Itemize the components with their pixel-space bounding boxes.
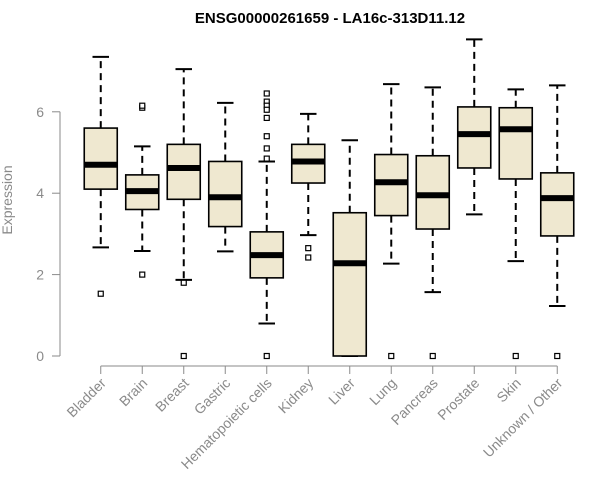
outlier-point: [139, 271, 146, 278]
iqr-box: [83, 127, 119, 190]
box-gastric: [207, 101, 243, 253]
box-bladder: [83, 55, 119, 297]
iqr-box: [456, 106, 492, 169]
x-tick-label: Kidney: [275, 375, 317, 417]
box-series: [83, 38, 575, 360]
box-unknown-other: [539, 84, 575, 360]
x-tick-label: Prostate: [434, 375, 482, 423]
box-liver: [332, 139, 368, 357]
y-axis: 0 2 4 6: [36, 104, 61, 364]
iqr-box: [498, 106, 534, 180]
outlier-point: [263, 352, 270, 360]
box-breast: [166, 68, 202, 360]
outlier-point: [263, 114, 270, 122]
x-tick-label: Unknown / Other: [480, 375, 566, 461]
box-skin: [498, 88, 534, 360]
box-kidney: [290, 112, 326, 261]
outlier-point: [429, 352, 436, 360]
y-tick-label: 6: [36, 104, 44, 120]
box-prostate: [456, 38, 492, 216]
box-hematopoietic-cells: [249, 90, 285, 360]
outlier-point: [263, 133, 270, 140]
outlier-point: [97, 290, 104, 297]
iqr-box: [166, 143, 202, 201]
box-brain: [124, 102, 160, 278]
iqr-box: [207, 160, 243, 228]
chart-title: ENSG00000261659 - LA16c-313D11.12: [195, 10, 465, 27]
outlier-point: [139, 102, 146, 109]
outlier-point: [263, 90, 270, 97]
outlier-point: [305, 245, 312, 252]
x-tick-label: Bladder: [63, 375, 109, 421]
iqr-box: [539, 172, 575, 237]
outlier-point: [388, 352, 395, 360]
outlier-point: [512, 352, 519, 360]
y-tick-label: 4: [36, 185, 44, 201]
outlier-point: [305, 254, 312, 261]
x-tick-label: Liver: [325, 375, 358, 408]
outlier-point: [263, 106, 270, 113]
x-tick-label: Lung: [366, 375, 399, 408]
x-tick-label: Breast: [152, 375, 192, 415]
box-pancreas: [415, 86, 451, 360]
y-axis-label: Expression: [0, 165, 15, 234]
outlier-point: [263, 155, 270, 162]
box-lung: [373, 83, 409, 360]
y-tick-label: 2: [36, 267, 44, 283]
x-tick-label: Brain: [116, 375, 150, 409]
x-tick-label: Skin: [493, 375, 524, 406]
outlier-point: [554, 352, 561, 360]
outlier-point: [263, 145, 270, 152]
outlier-point: [180, 279, 187, 286]
iqr-box: [332, 211, 368, 357]
outlier-point: [180, 352, 187, 360]
y-tick-label: 0: [36, 348, 44, 364]
